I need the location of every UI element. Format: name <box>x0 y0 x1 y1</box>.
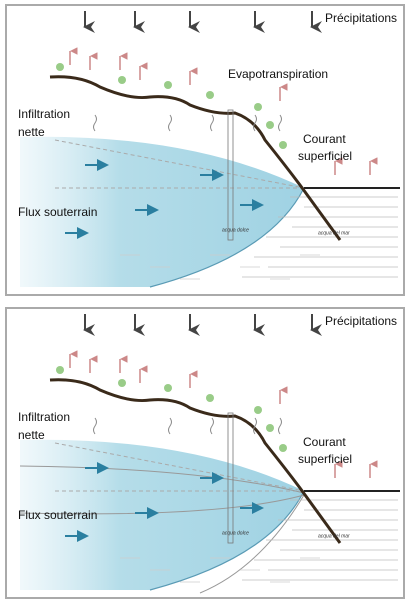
fresh-water-label: acqua dolce <box>222 227 249 233</box>
infiltration-arrow <box>93 114 97 132</box>
water-table <box>54 139 305 189</box>
panel: Précipitations Evapotranspiration Infiltra… <box>5 4 405 296</box>
interface-curve <box>199 494 305 594</box>
sea-water-label: acqua del mar <box>318 230 350 236</box>
lens-boundary <box>149 187 305 288</box>
terrain <box>49 75 342 241</box>
tree <box>164 81 172 89</box>
infiltration-arrow <box>168 417 172 435</box>
infiltration-label: Infiltration <box>18 107 70 121</box>
fresh-water-label: acqua dolce <box>222 530 249 536</box>
infiltration-arrow <box>168 114 172 132</box>
infiltration-arrow <box>253 417 257 435</box>
tree <box>164 384 172 392</box>
infiltration-arrow <box>253 114 257 132</box>
groundwater-flow-label: Flux souterrain <box>18 508 97 522</box>
surface-flow-label: superficiel <box>298 149 352 163</box>
infiltration-label: nette <box>18 428 45 442</box>
tree <box>206 91 214 99</box>
interface-curve <box>19 465 305 494</box>
tree <box>279 141 287 149</box>
tree <box>254 406 262 414</box>
tree <box>266 424 274 432</box>
surface-flow-label: Courant <box>303 132 346 146</box>
infiltration-arrow <box>278 114 282 132</box>
infiltration-label: nette <box>18 125 45 139</box>
precipitation-label: Précipitations <box>325 314 397 328</box>
tree <box>279 444 287 452</box>
infiltration-arrow <box>210 417 214 435</box>
well <box>227 412 234 544</box>
surface-flow-label: Courant <box>303 435 346 449</box>
tree <box>118 76 126 84</box>
groundwater-flow-label: Flux souterrain <box>18 205 97 219</box>
panel: Précipitations Infiltration nette Courant su… <box>5 307 405 599</box>
tree <box>56 63 64 71</box>
water-table <box>54 442 305 492</box>
infiltration-arrow <box>93 417 97 435</box>
tree <box>206 394 214 402</box>
precipitation-label: Précipitations <box>325 11 397 25</box>
tree <box>118 379 126 387</box>
tree <box>254 103 262 111</box>
tree <box>56 366 64 374</box>
lens-boundary <box>149 490 305 591</box>
surface-flow-label: superficiel <box>298 452 352 466</box>
well <box>227 109 234 241</box>
sea-water-label: acqua del mar <box>318 533 350 539</box>
infiltration-arrow <box>210 114 214 132</box>
infiltration-arrow <box>278 417 282 435</box>
infiltration-label: Infiltration <box>18 410 70 424</box>
tree <box>266 121 274 129</box>
evapotranspiration-label: Evapotranspiration <box>228 67 328 81</box>
terrain <box>49 378 342 544</box>
interface-curve <box>19 494 305 515</box>
